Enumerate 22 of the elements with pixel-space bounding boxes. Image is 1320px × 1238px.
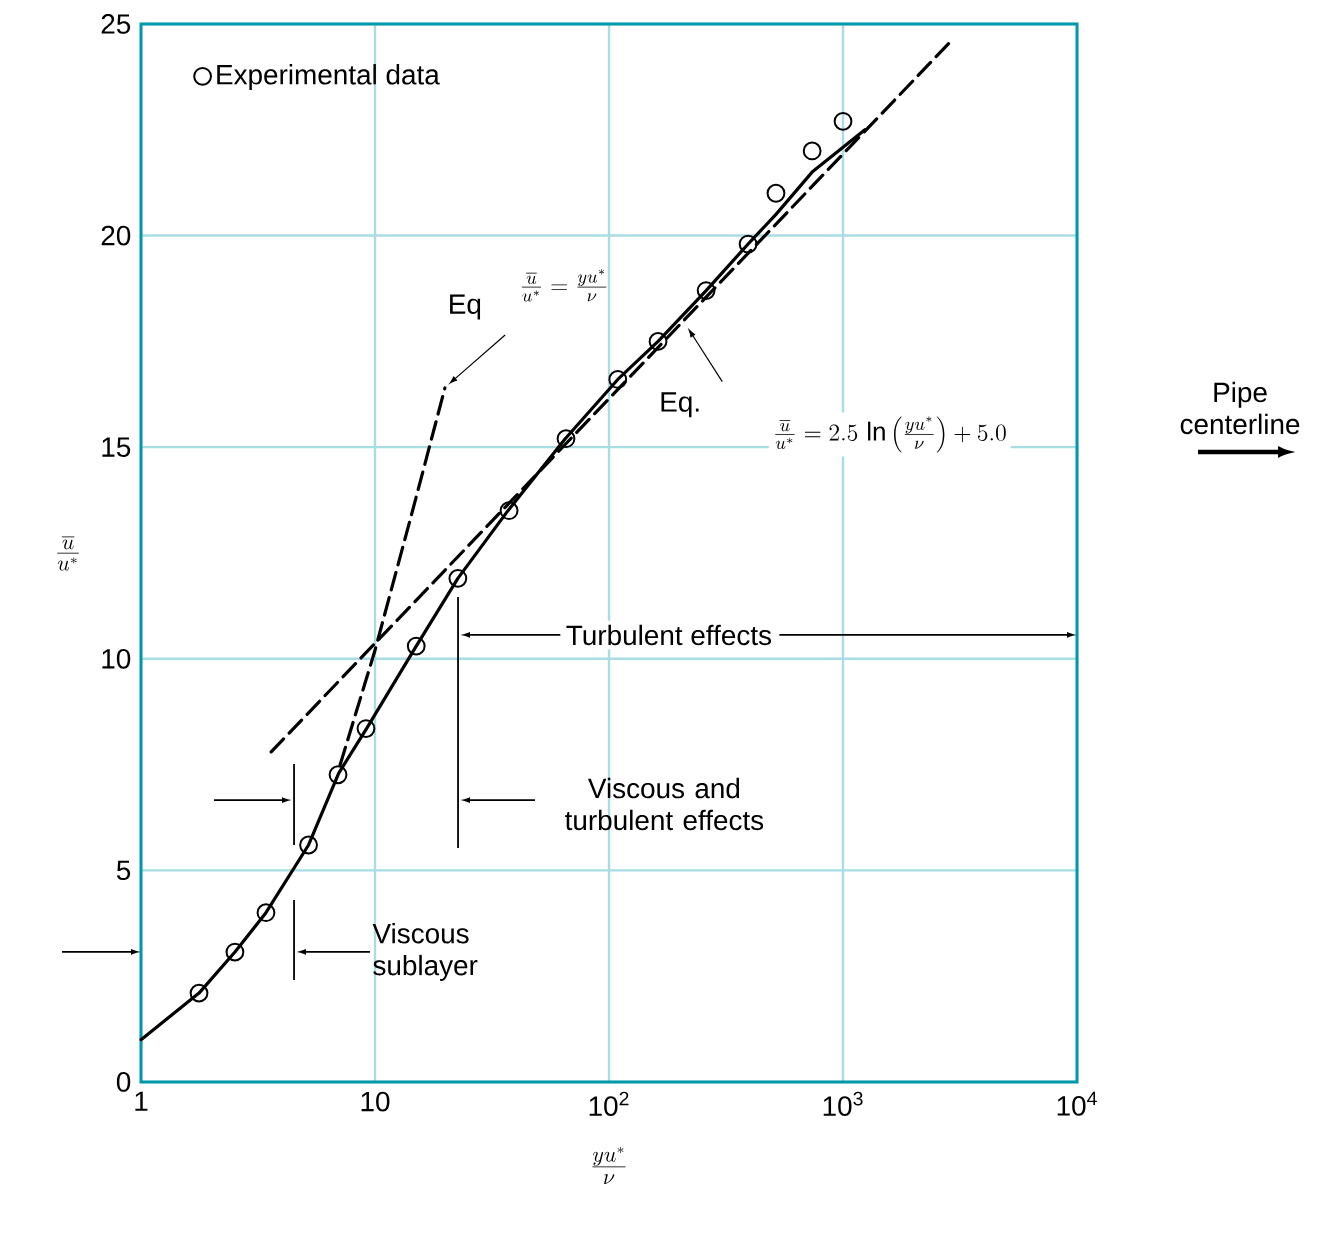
x-tick-label: 10$^{2}$ <box>589 1091 629 1117</box>
x-tick-label: 1 <box>135 1091 148 1111</box>
annotation: $\frac{\overline{u}}{u^*} = 2.5\,\ln\left(\frac{yu^*}{\nu}\right) + 5.0$ <box>775 416 1006 453</box>
y-axis-title: $\frac{\overline{u}}{u^*}$ <box>57 536 79 571</box>
y-tick-label: 20 <box>101 225 131 246</box>
annotation: Viscous and turbulent effects <box>565 777 764 831</box>
x-axis-title: $\frac{yu^*}{\nu}$ <box>592 1147 626 1184</box>
x-tick-label: 10$^{3}$ <box>823 1091 863 1117</box>
annotation: Eq. <box>661 392 699 418</box>
x-tick-label: 10 <box>361 1091 390 1112</box>
y-tick-label: 0 <box>116 1072 131 1092</box>
annotation: Viscous sublayer <box>372 923 478 981</box>
y-tick-label: 5 <box>116 860 131 881</box>
legend-label: Experimental data <box>217 64 440 91</box>
y-tick-label: 10 <box>102 648 131 669</box>
text: Pipe centerline <box>1180 381 1300 435</box>
y-tick-label: 25 <box>101 14 131 34</box>
annotation: Eq <box>450 294 481 320</box>
y-tick-label: 15 <box>102 437 131 457</box>
annotation: Turbulent effects <box>566 624 772 646</box>
x-tick-label: 10$^{4}$ <box>1057 1091 1097 1116</box>
annotation: $\frac{\overline{u}}{u^*} = \frac{yu^*}{\nu}$ <box>521 269 607 302</box>
